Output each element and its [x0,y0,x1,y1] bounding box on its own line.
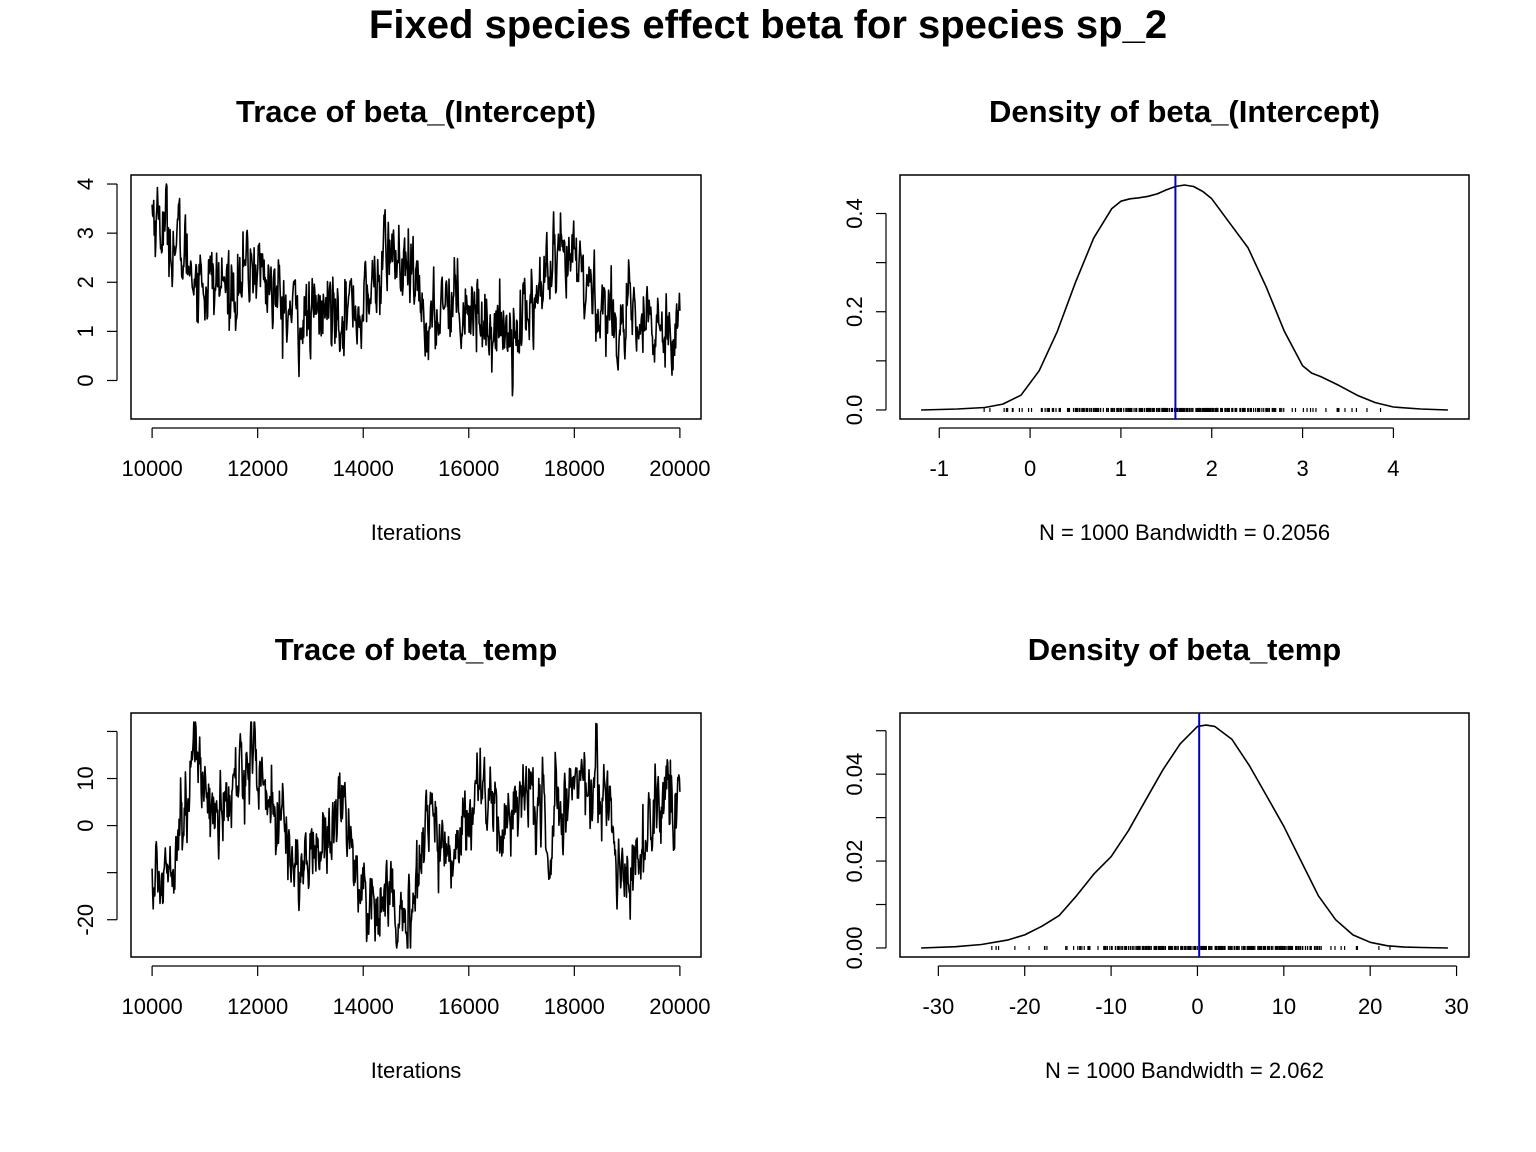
x-tick-label: 14000 [333,994,394,1019]
panel-density-intercept: Density of beta_(Intercept) -1 0 1 2 3 4 0.0 0.2… [842,94,1470,545]
density-curve [921,184,1448,411]
y-tick-label: 0.4 [842,198,867,229]
x-tick-label: 10000 [122,456,183,481]
y-tick-label: 0 [73,374,98,386]
rug-marks [991,945,1391,950]
x-tick-label: 3 [1296,456,1308,481]
panel-title: Trace of beta_(Intercept) [236,94,596,129]
y-tick-label: 0 [73,819,98,831]
x-tick-label: 20000 [649,456,710,481]
x-axis-label: N = 1000 Bandwidth = 0.2056 [1039,520,1330,545]
plot-frame [899,712,1470,958]
y-tick-label: 0.0 [842,395,867,426]
x-tick-label: -10 [1095,994,1127,1019]
y-tick-label: 1 [73,325,98,337]
x-axis-label: Iterations [371,1058,462,1083]
x-tick-label: 30 [1444,994,1468,1019]
rug-marks [983,407,1382,412]
y-tick-label: 4 [73,178,98,190]
plot-frame [130,712,702,958]
x-tick-label: 14000 [333,456,394,481]
x-tick-label: 10000 [122,994,183,1019]
panel-title: Density of beta_(Intercept) [989,94,1380,129]
x-tick-label: -20 [1009,994,1041,1019]
x-tick-label: 1 [1115,456,1127,481]
panel-density-temp: Density of beta_temp -30 -20 -10 0 10 20 30 0.00… [842,632,1470,1083]
main-title: Fixed species effect beta for species sp… [368,3,1168,47]
x-tick-label: 12000 [227,994,288,1019]
trace-line [151,721,681,949]
y-tick-label: 10 [73,766,98,790]
x-tick-label: 18000 [544,456,605,481]
panel-trace-intercept: Trace of beta_(Intercept) 10000 12000 14000… [73,94,710,545]
density-curve [921,724,1448,949]
y-tick-label: 0.04 [842,753,867,796]
y-tick-label: 3 [73,227,98,239]
x-tick-label: 2 [1206,456,1218,481]
y-tick-label: 0.00 [842,927,867,970]
x-tick-label: -30 [922,994,954,1019]
y-tick-label: 0.02 [842,840,867,883]
y-tick-label: -20 [73,904,98,936]
trace-line [151,183,681,397]
x-tick-label: 12000 [227,456,288,481]
panel-title: Trace of beta_temp [275,632,558,667]
x-tick-label: -1 [929,456,949,481]
y-tick-label: 2 [73,276,98,288]
x-tick-label: 10 [1272,994,1296,1019]
x-tick-label: 0 [1024,456,1036,481]
x-tick-label: 16000 [438,456,499,481]
x-tick-label: 0 [1191,994,1203,1019]
x-tick-label: 16000 [438,994,499,1019]
panel-trace-temp: Trace of beta_temp 10000 12000 14000 16000 18… [73,632,710,1083]
y-tick-label: 0.2 [842,296,867,327]
x-axis-label: N = 1000 Bandwidth = 2.062 [1045,1058,1324,1083]
x-tick-label: 4 [1387,456,1399,481]
plot-frame [130,174,702,420]
x-axis-label: Iterations [371,520,462,545]
plot-frame [899,174,1470,420]
x-tick-label: 20000 [649,994,710,1019]
x-tick-label: 20 [1358,994,1382,1019]
x-tick-label: 18000 [544,994,605,1019]
panel-title: Density of beta_temp [1028,632,1342,667]
